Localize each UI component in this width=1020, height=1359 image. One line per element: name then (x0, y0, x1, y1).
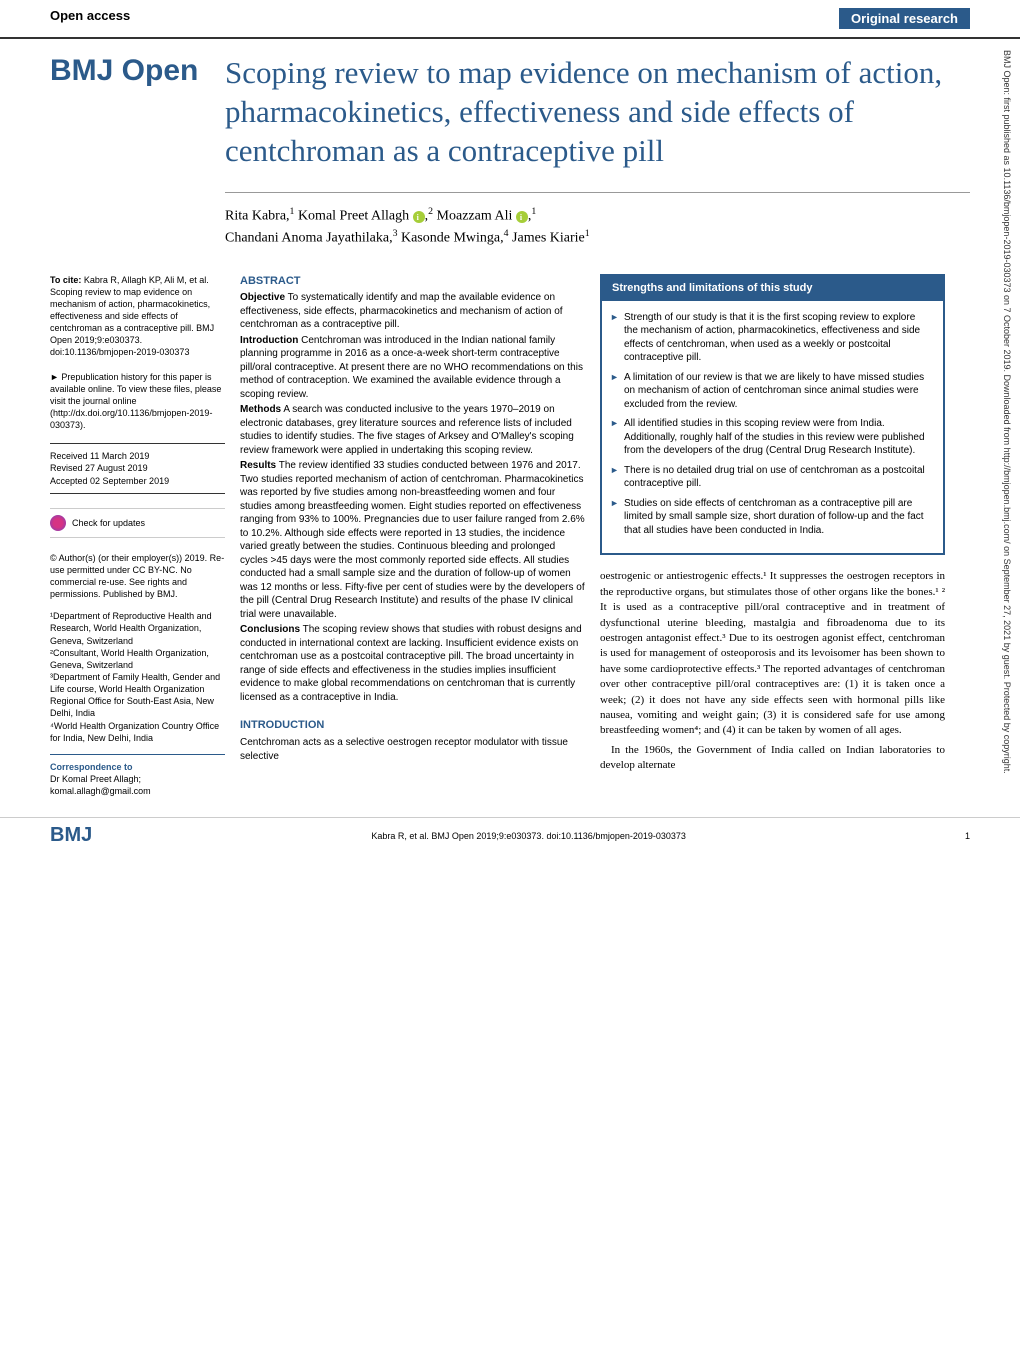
intro-heading: INTRODUCTION (240, 718, 585, 733)
affiliations: ¹Department of Reproductive Health and R… (50, 610, 225, 744)
objective-label: Objective (240, 292, 285, 303)
check-updates-label: Check for updates (72, 517, 145, 529)
strengths-box: Strengths and limitations of this study … (600, 274, 945, 556)
citation-info: To cite: Kabra R, Allagh KP, Ali M, et a… (50, 274, 225, 359)
content-wrapper: BMJ Open Scoping review to map evidence … (0, 39, 1020, 817)
strength-item: A limitation of our review is that we ar… (624, 371, 931, 412)
intro-text: Centchroman acts as a selective oestroge… (240, 736, 585, 763)
strength-item: Strength of our study is that it is the … (624, 311, 931, 365)
methods-label: Methods (240, 404, 281, 415)
strengths-heading: Strengths and limitations of this study (602, 276, 943, 301)
dates-box: Received 11 March 2019 Revised 27 August… (50, 443, 225, 493)
abstract-column: ABSTRACT Objective To systematically ide… (240, 274, 585, 798)
conclusions-label: Conclusions (240, 624, 300, 635)
accepted-date: Accepted 02 September 2019 (50, 475, 225, 487)
orcid-icon[interactable] (413, 211, 425, 223)
original-research-label: Original research (839, 8, 970, 29)
prepub-info: ► Prepublication history for this paper … (50, 371, 225, 432)
abstract-results: Results The review identified 33 studies… (240, 459, 585, 621)
copyright-info: © Author(s) (or their employer(s)) 2019.… (50, 552, 225, 601)
strengths-list: Strength of our study is that it is the … (602, 301, 943, 554)
copyright-sidebar: BMJ Open: first published as 10.1136/bmj… (1002, 50, 1012, 1300)
citation-text: Kabra R, Allagh KP, Ali M, et al. Scopin… (50, 275, 214, 358)
cite-prefix: To cite: (50, 275, 81, 285)
results-label: Results (240, 460, 276, 471)
results-text: The review identified 33 studies conduct… (240, 460, 585, 620)
correspondence-text: Dr Komal Preet Allagh; komal.allagh@gmai… (50, 773, 225, 797)
conclusions-text: The scoping review shows that studies wi… (240, 624, 582, 703)
body-column: Strengths and limitations of this study … (600, 274, 945, 798)
strength-item: All identified studies in this scoping r… (624, 417, 931, 458)
open-access-label: Open access (50, 8, 130, 29)
revised-date: Revised 27 August 2019 (50, 462, 225, 474)
check-updates-icon (50, 515, 66, 531)
correspondence: Correspondence to Dr Komal Preet Allagh;… (50, 754, 225, 797)
abstract-introduction: Introduction Centchroman was introduced … (240, 334, 585, 402)
received-date: Received 11 March 2019 (50, 450, 225, 462)
author-list: Rita Kabra,1 Komal Preet Allagh ,2 Moazz… (225, 192, 970, 258)
affiliation-3: ³Department of Family Health, Gender and… (50, 671, 225, 720)
introduction-label: Introduction (240, 335, 298, 346)
body-paragraph-2: In the 1960s, the Government of India ca… (600, 743, 945, 774)
correspondence-label: Correspondence to (50, 761, 225, 773)
affiliation-2: ²Consultant, World Health Organization, … (50, 647, 225, 671)
title-section: BMJ Open Scoping review to map evidence … (50, 39, 970, 180)
left-sidebar: To cite: Kabra R, Allagh KP, Ali M, et a… (50, 274, 225, 798)
abstract-methods: Methods A search was conducted inclusive… (240, 403, 585, 457)
abstract-heading: ABSTRACT (240, 274, 585, 289)
body-paragraph-1: oestrogenic or antiestrogenic effects.¹ … (600, 569, 945, 738)
orcid-icon[interactable] (516, 211, 528, 223)
footer: BMJ Kabra R, et al. BMJ Open 2019;9:e030… (0, 817, 1020, 853)
page-number: 1 (965, 831, 970, 841)
footer-citation: Kabra R, et al. BMJ Open 2019;9:e030373.… (371, 831, 686, 841)
article-title: Scoping review to map evidence on mechan… (225, 54, 970, 170)
journal-logo: BMJ Open (50, 54, 225, 87)
affiliation-4: ⁴World Health Organization Country Offic… (50, 720, 225, 744)
abstract-objective: Objective To systematically identify and… (240, 291, 585, 332)
methods-text: A search was conducted inclusive to the … (240, 404, 574, 456)
main-content: To cite: Kabra R, Allagh KP, Ali M, et a… (50, 274, 970, 798)
strength-item: There is no detailed drug trial on use o… (624, 464, 931, 491)
strength-item: Studies on side effects of centchroman a… (624, 497, 931, 538)
header-bar: Open access Original research (0, 0, 1020, 39)
affiliation-1: ¹Department of Reproductive Health and R… (50, 610, 225, 646)
objective-text: To systematically identify and map the a… (240, 292, 563, 330)
abstract-conclusions: Conclusions The scoping review shows tha… (240, 623, 585, 704)
check-updates-button[interactable]: Check for updates (50, 508, 225, 538)
bmj-logo: BMJ (50, 824, 92, 847)
